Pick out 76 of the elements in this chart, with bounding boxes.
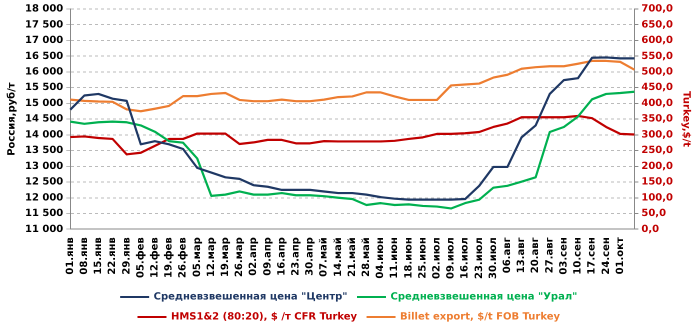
x-tick-label: 07.май xyxy=(318,237,330,277)
x-tick-label: 12.мар xyxy=(206,237,217,278)
x-tick-label: 30.апр xyxy=(304,237,316,276)
x-tick-label: 19.мар xyxy=(220,237,231,278)
x-tick-label: 21.май xyxy=(346,237,358,277)
x-tick-label: 12.фев xyxy=(149,237,160,278)
y-tick-label: 12 000 xyxy=(24,192,64,204)
x-tick-label: 14.май xyxy=(332,237,344,277)
y-tick-label: 11 500 xyxy=(24,208,64,220)
legend-label: Средневзвешенная цена "Урал" xyxy=(390,292,578,303)
y-tick-label: 15 000 xyxy=(24,98,64,109)
x-tick-label: 17.сен xyxy=(586,237,598,275)
y-tick-label: 15 500 xyxy=(24,82,64,94)
y2-tick-label: 600,0 xyxy=(641,35,674,46)
y2-tick-label: 0,0 xyxy=(641,224,660,235)
y-tick-label: 13 000 xyxy=(24,160,64,172)
y-axis-title: Россия,руб/т xyxy=(6,82,18,156)
y2-tick-label: 200,0 xyxy=(641,160,674,172)
y2-tick-label: 500,0 xyxy=(641,66,674,78)
y2-tick-label: 550,0 xyxy=(641,50,674,62)
x-tick-label: 05.мар xyxy=(192,237,203,278)
y-tick-label: 17 000 xyxy=(24,35,64,46)
x-tick-label: 22.янв xyxy=(107,237,118,275)
y-tick-label: 18 000 xyxy=(24,4,64,15)
y2-tick-label: 350,0 xyxy=(641,114,674,125)
x-tick-label: 16.июл xyxy=(460,237,471,280)
y2-tick-label: 50,0 xyxy=(641,208,666,220)
y-tick-label: 14 500 xyxy=(24,114,64,125)
x-tick-label: 19.фев xyxy=(164,237,175,278)
y-tick-label: 14 000 xyxy=(24,129,64,140)
x-tick-label: 30.июл xyxy=(488,237,499,280)
x-tick-label: 25.июн xyxy=(417,237,428,279)
x-tick-label: 20.авг xyxy=(530,237,542,274)
y2-tick-label: 100,0 xyxy=(641,192,674,204)
x-tick-label: 03.сен xyxy=(558,237,570,275)
legend-label: HMS1&2 (80:20), $ /т CFR Turkey xyxy=(170,312,358,323)
x-tick-label: 18.июн xyxy=(403,237,414,279)
x-tick-label: 05.фев xyxy=(135,237,146,278)
x-tick-label: 04.июн xyxy=(375,237,386,279)
y2-axis-title: Turkey,$/t xyxy=(680,91,692,148)
y-tick-label: 16 500 xyxy=(24,50,64,62)
y2-tick-label: 300,0 xyxy=(641,129,674,140)
y-tick-label: 17 500 xyxy=(24,19,64,30)
x-tick-label: 26.фев xyxy=(178,237,189,278)
y2-tick-label: 650,0 xyxy=(641,19,674,30)
x-tick-label: 02.апр xyxy=(248,237,260,276)
legend-label: Средневзвешенная цена "Центр" xyxy=(154,292,348,303)
x-tick-label: 09.апр xyxy=(262,237,274,276)
x-tick-label: 09.июл xyxy=(446,237,457,280)
x-tick-label: 02.июл xyxy=(432,237,443,280)
x-tick-label: 28.май xyxy=(361,237,372,277)
x-tick-label: 29.янв xyxy=(121,237,132,275)
y2-tick-label: 400,0 xyxy=(641,98,674,109)
y-tick-label: 11 000 xyxy=(24,224,64,235)
y2-tick-label: 700,0 xyxy=(641,4,674,15)
x-tick-label: 23.июл xyxy=(474,237,485,280)
x-tick-label: 16.апр xyxy=(276,237,288,276)
y-tick-label: 13 500 xyxy=(24,145,64,156)
y2-tick-label: 150,0 xyxy=(641,176,674,188)
x-tick-label: 23.апр xyxy=(290,237,302,276)
x-tick-label: 24.сен xyxy=(600,237,612,275)
y2-tick-label: 250,0 xyxy=(641,145,674,156)
x-tick-label: 01.янв xyxy=(64,237,76,275)
x-tick-label: 10.сен xyxy=(572,237,584,275)
x-tick-label: 01.окт xyxy=(614,237,626,274)
x-tick-label: 27.авг xyxy=(544,237,556,274)
legend-label: Billet export, $/t FOB Turkey xyxy=(400,312,560,323)
x-tick-label: 08.янв xyxy=(78,237,90,275)
x-tick-label: 11.июн xyxy=(389,237,400,279)
x-tick-label: 06.авг xyxy=(502,237,514,274)
x-tick-label: 15.янв xyxy=(93,237,104,275)
y-tick-label: 16 000 xyxy=(24,66,64,78)
x-tick-label: 26.мар xyxy=(234,237,246,278)
y2-tick-label: 450,0 xyxy=(641,82,674,94)
x-tick-label: 13.авг xyxy=(516,237,528,274)
y-tick-label: 12 500 xyxy=(24,176,64,188)
